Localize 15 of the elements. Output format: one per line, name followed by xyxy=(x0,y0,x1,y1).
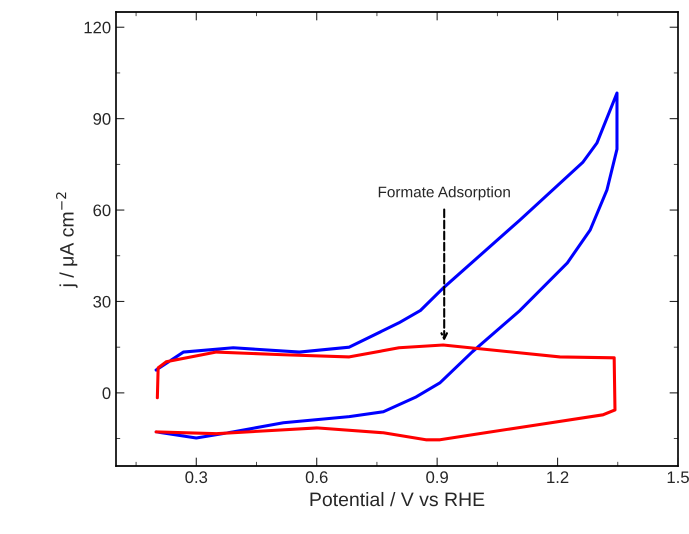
line-series xyxy=(154,92,619,440)
y-tick-label: 60 xyxy=(93,204,110,216)
line-series xyxy=(154,344,617,442)
x-axis-title: Potential / V vs RHE xyxy=(310,492,484,506)
x-tick-label: 1.2 xyxy=(547,471,568,483)
y-tick-label: 120 xyxy=(84,22,110,34)
x-tick-label: 0.3 xyxy=(185,471,208,484)
y-axis-title: j / μA cm$^{−2}$ xyxy=(56,192,78,288)
y-tick-label: 30 xyxy=(93,296,110,308)
x-tick-label: 1.5 xyxy=(668,471,689,484)
y-tick-label: 90 xyxy=(93,113,110,125)
x-tick-label: 0.9 xyxy=(426,471,448,484)
annotation: Formate Adsorption xyxy=(378,186,510,200)
y-tick-label: 0 xyxy=(102,387,110,400)
x-tick-label: 0.6 xyxy=(306,471,328,484)
